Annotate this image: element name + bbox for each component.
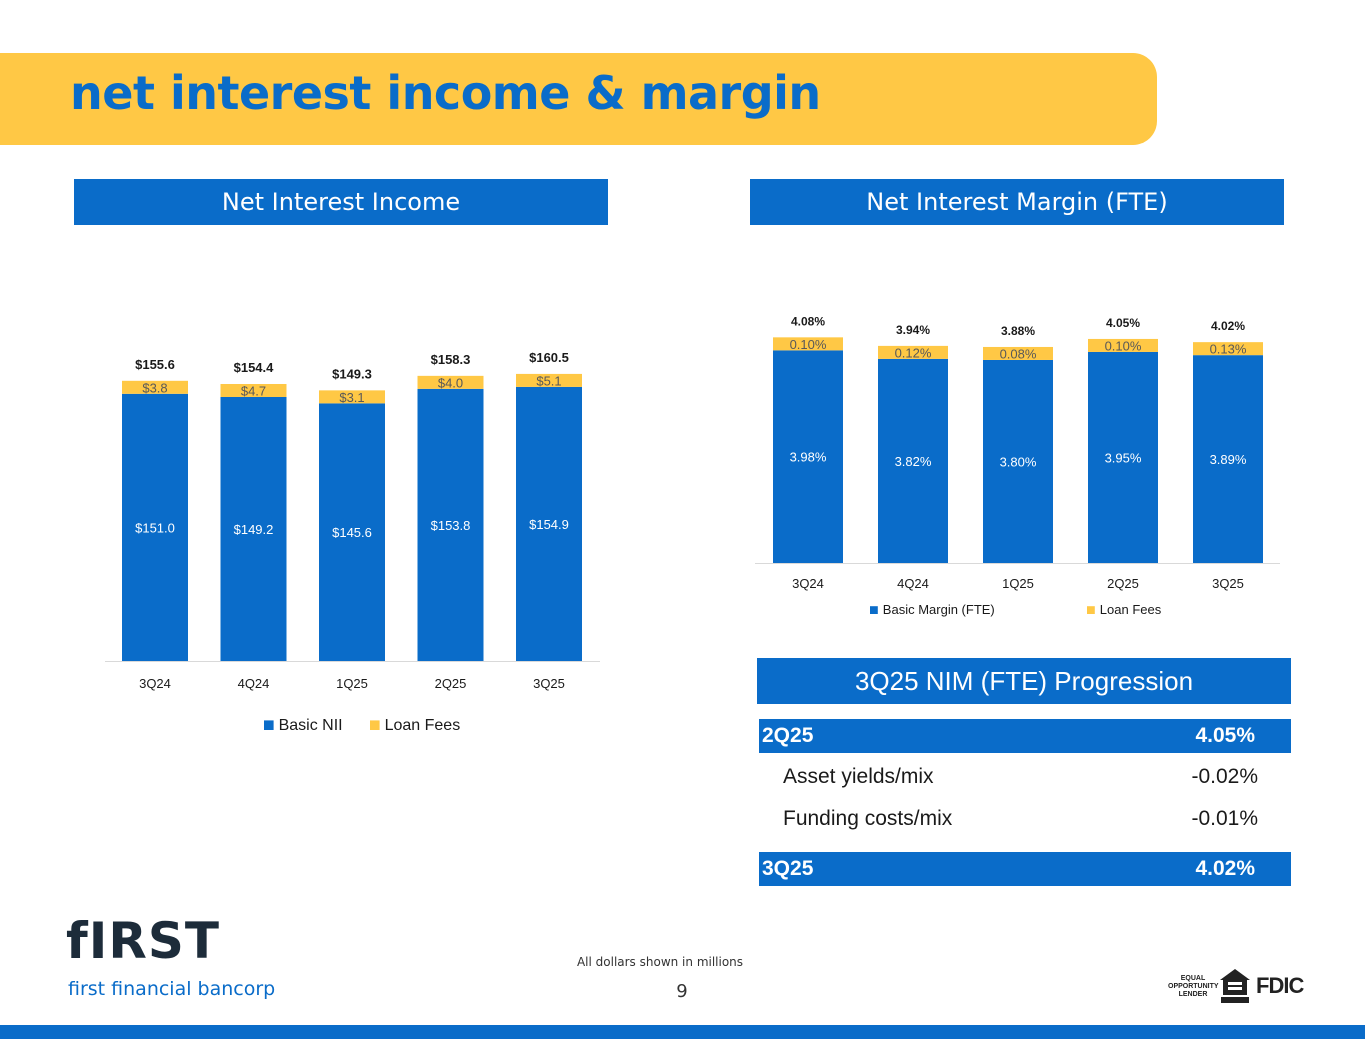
nim-section-header: Net Interest Margin (FTE): [750, 179, 1284, 225]
data-label-fee: $4.7: [241, 383, 266, 398]
x-tick-label: 1Q25: [1002, 576, 1034, 591]
logo-subtitle: first financial bancorp: [68, 978, 276, 1000]
data-label-total: 4.08%: [791, 314, 825, 328]
data-label-total: 4.05%: [1106, 316, 1140, 330]
nii-section-header-label: Net Interest Income: [221, 188, 461, 216]
bar-fee-3Q25: [516, 373, 582, 387]
bar-fee-1Q25: [319, 390, 385, 404]
data-label-total: $160.5: [529, 350, 569, 365]
legend-swatch: [1087, 606, 1095, 614]
legend-label: Loan Fees: [1100, 602, 1162, 617]
data-label-fee: 0.10%: [1105, 338, 1142, 353]
nim-section-header-label: Net Interest Margin (FTE): [866, 188, 1168, 216]
bar-fee-3Q24: [773, 337, 843, 351]
data-label-fee: $4.0: [438, 375, 463, 390]
x-tick-label: 1Q25: [336, 676, 368, 691]
x-tick-label: 3Q25: [1212, 576, 1244, 591]
legend-label: Basic NII: [279, 717, 343, 734]
bar-fee-1Q25: [983, 346, 1053, 360]
data-label-base: $151.0: [135, 520, 175, 535]
page-title: net interest income & margin: [70, 66, 821, 120]
bar-fee-2Q25: [417, 375, 484, 389]
bar-base-2Q25: [1088, 351, 1158, 563]
data-label-base: 3.98%: [790, 450, 827, 465]
legend-swatch: [370, 720, 380, 730]
progression-row-label: Asset yields/mix: [783, 765, 934, 788]
bar-base-2Q25: [417, 388, 484, 661]
data-label-base: $145.6: [332, 525, 372, 540]
bar-base-4Q24: [220, 396, 287, 661]
bar-fee-3Q25: [1193, 342, 1263, 356]
data-label-total: 4.02%: [1211, 319, 1245, 333]
page-number: 9: [676, 981, 688, 1002]
x-tick-label: 4Q24: [897, 576, 929, 591]
x-tick-label: 2Q25: [1107, 576, 1139, 591]
progression-row-label: Funding costs/mix: [783, 807, 953, 830]
data-label-fee: $3.1: [339, 390, 364, 405]
title-band: [0, 53, 1157, 145]
bottom-band: [0, 1025, 1365, 1039]
data-label-base: $149.2: [234, 522, 274, 537]
company-logo: fIRST first financial bancorp: [62, 910, 276, 1010]
nii-section-header: Net Interest Income: [74, 179, 608, 225]
bar-fee-2Q25: [1088, 338, 1158, 352]
progression-row-value: -0.01%: [1191, 807, 1258, 830]
data-label-fee: 0.08%: [1000, 346, 1037, 361]
progression-section-header: 3Q25 NIM (FTE) Progression: [757, 658, 1291, 704]
progression-row-funding-costs: Funding costs/mix -0.01%: [783, 807, 1258, 837]
progression-header-label: 3Q25 NIM (FTE) Progression: [854, 666, 1194, 696]
legend-swatch: [264, 720, 274, 730]
data-label-base: $153.8: [431, 518, 471, 533]
x-tick-label: 3Q25: [533, 676, 565, 691]
bar-fee-4Q24: [878, 345, 948, 359]
data-label-fee: 0.10%: [790, 337, 827, 352]
bar-fee-4Q24: [220, 383, 287, 397]
bar-base-3Q24: [122, 393, 188, 661]
progression-end-row: 3Q25 4.02%: [759, 852, 1291, 886]
fdic-logo: FDIC: [1256, 973, 1304, 998]
legend-label: Basic Margin (FTE): [883, 602, 995, 617]
bar-base-1Q25: [983, 359, 1053, 563]
progression-end-label: 3Q25: [762, 857, 814, 880]
data-label-base: 3.89%: [1210, 452, 1247, 467]
data-label-total: $149.3: [332, 366, 372, 381]
data-label-total: $158.3: [431, 352, 471, 367]
data-label-fee: 0.12%: [895, 345, 932, 360]
equal-housing-lender-icon: [1220, 969, 1250, 1003]
equal-opportunity-lender-text: EQUAL OPPORTUNITY LENDER: [1168, 975, 1219, 998]
data-label-base: $154.9: [529, 517, 569, 532]
data-label-total: 3.94%: [896, 323, 930, 337]
bar-base-3Q25: [1193, 355, 1263, 563]
legend-label: Loan Fees: [385, 717, 461, 734]
progression-row-value: -0.02%: [1191, 765, 1258, 788]
data-label-base: 3.95%: [1105, 450, 1142, 465]
legend-swatch: [870, 606, 878, 614]
bar-base-3Q24: [773, 350, 843, 563]
data-label-fee: $5.1: [536, 373, 561, 388]
x-tick-label: 3Q24: [792, 576, 824, 591]
progression-row-asset-yields: Asset yields/mix -0.02%: [783, 765, 1258, 795]
data-label-base: 3.80%: [1000, 454, 1037, 469]
progression-end-value: 4.02%: [1195, 857, 1255, 880]
bar-base-4Q24: [878, 358, 948, 563]
data-label-total: 3.88%: [1001, 324, 1035, 338]
progression-start-row: 2Q25 4.05%: [759, 719, 1291, 753]
progression-start-value: 4.05%: [1195, 724, 1255, 747]
bar-base-3Q25: [516, 386, 582, 661]
footnote: All dollars shown in millions: [576, 955, 744, 969]
data-label-total: $154.4: [234, 360, 275, 375]
data-label-fee: $3.8: [142, 380, 167, 395]
data-label-total: $155.6: [135, 357, 175, 372]
data-label-base: 3.82%: [895, 454, 932, 469]
logo-wordmark: fIRST: [66, 912, 220, 970]
x-tick-label: 4Q24: [238, 676, 270, 691]
x-tick-label: 2Q25: [435, 676, 467, 691]
bar-base-1Q25: [319, 403, 385, 661]
data-label-fee: 0.13%: [1210, 342, 1247, 357]
x-tick-label: 3Q24: [139, 676, 171, 691]
bar-fee-3Q24: [122, 380, 188, 394]
progression-start-label: 2Q25: [762, 724, 814, 747]
